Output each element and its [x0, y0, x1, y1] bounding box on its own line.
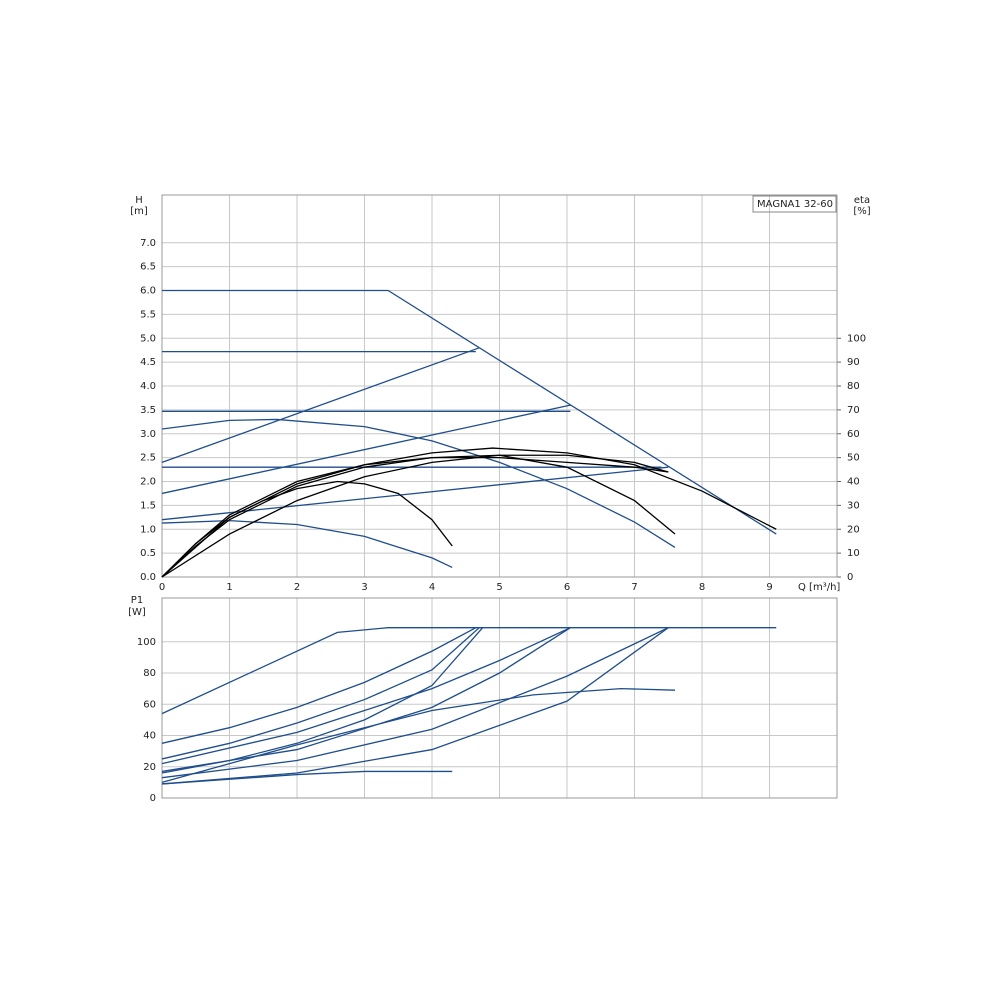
pump-curve	[161, 627, 777, 715]
y-tick-label: 40	[143, 731, 156, 742]
y2-tick-label: 70	[847, 405, 860, 416]
pump-curve	[161, 687, 676, 784]
y-tick-label: 80	[143, 668, 156, 679]
y-tick-label: 60	[143, 699, 156, 710]
x-axis-label: Q [m³/h]	[798, 582, 840, 593]
y-axis-unit: [W]	[128, 607, 146, 618]
pump-curve	[161, 627, 669, 785]
plot-frame	[161, 597, 838, 799]
x-tick-label: 0	[159, 582, 165, 593]
y-tick-label: 3.5	[140, 405, 156, 416]
efficiency-curve	[161, 454, 669, 578]
y2-tick-label: 100	[847, 333, 866, 344]
pump-curve	[161, 347, 480, 464]
pump-curve	[161, 770, 453, 785]
y-tick-label: 1.0	[140, 524, 156, 535]
y-tick-label: 0.5	[140, 548, 156, 559]
efficiency-curve	[161, 447, 777, 578]
x-tick-label: 6	[564, 582, 570, 593]
x-tick-label: 1	[226, 582, 232, 593]
y-tick-label: 2.0	[140, 477, 156, 488]
y-tick-label: 3.0	[140, 429, 156, 440]
y2-tick-label: 50	[847, 453, 860, 464]
x-tick-label: 9	[766, 582, 772, 593]
x-tick-label: 4	[429, 582, 435, 593]
pump-curve	[161, 418, 676, 548]
x-tick-label: 7	[631, 582, 637, 593]
y-tick-label: 4.5	[140, 357, 156, 368]
pump-curve	[161, 519, 453, 569]
y-tick-label: 7.0	[140, 238, 156, 249]
y-tick-label: 5.5	[140, 309, 156, 320]
y2-tick-label: 10	[847, 548, 860, 559]
y2-tick-label: 30	[847, 500, 860, 511]
y-tick-label: 4.0	[140, 381, 156, 392]
pump-curve	[162, 289, 777, 535]
pump-curve	[161, 404, 571, 495]
y-tick-label: 6.5	[140, 262, 156, 273]
y-tick-label: 20	[143, 762, 156, 773]
efficiency-curve	[161, 456, 669, 578]
y2-tick-label: 60	[847, 429, 860, 440]
pump-curve	[161, 627, 669, 779]
y-tick-label: 1.5	[140, 500, 156, 511]
y-axis-label: P1	[131, 595, 143, 606]
y2-tick-label: 80	[847, 381, 860, 392]
y-tick-label: 5.0	[140, 333, 156, 344]
y-tick-label: 6.0	[140, 286, 156, 297]
y2-tick-label: 40	[847, 477, 860, 488]
y2-tick-label: 90	[847, 357, 860, 368]
y-tick-label: 0	[150, 793, 156, 804]
y2-axis-unit: [%]	[853, 206, 870, 217]
x-tick-label: 5	[496, 582, 502, 593]
x-tick-label: 3	[361, 582, 367, 593]
y-tick-label: 0.0	[140, 572, 156, 583]
pump-curve	[161, 627, 571, 765]
pump-curve	[161, 627, 480, 760]
y-tick-label: 2.5	[140, 453, 156, 464]
y2-axis-label: eta	[854, 195, 870, 206]
legend-title: MAGNA1 32-60	[757, 199, 833, 210]
efficiency-curve	[161, 480, 453, 578]
y-axis-label: H	[135, 195, 143, 206]
y-tick-label: 100	[137, 637, 156, 648]
y-axis-unit: [m]	[130, 206, 148, 217]
y2-tick-label: 20	[847, 524, 860, 535]
y2-tick-label: 0	[847, 572, 853, 583]
pump-curve	[161, 627, 477, 744]
plot-frame	[161, 194, 838, 578]
legend-box	[752, 195, 837, 213]
x-tick-label: 8	[699, 582, 705, 593]
x-tick-label: 2	[294, 582, 300, 593]
